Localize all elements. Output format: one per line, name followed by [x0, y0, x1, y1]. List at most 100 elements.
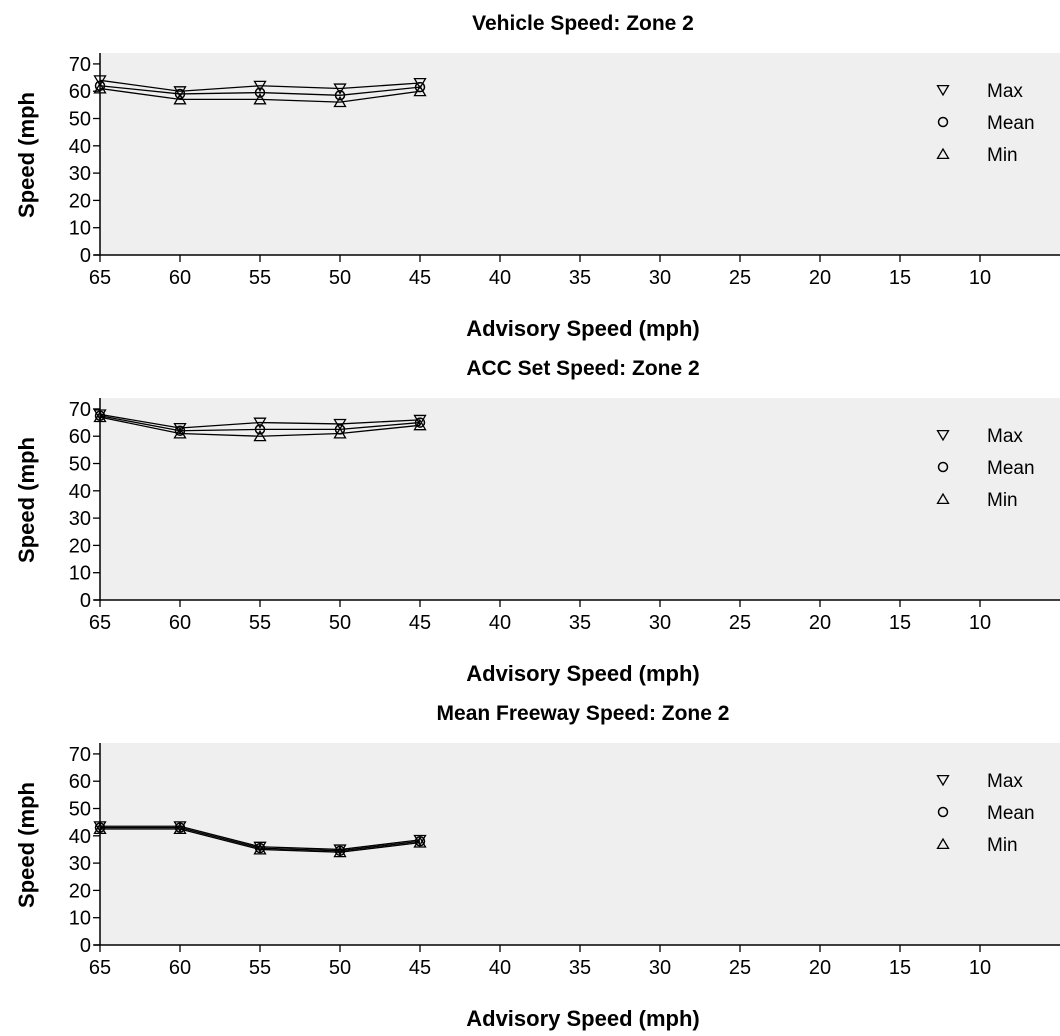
x-tick-label: 65 — [89, 267, 111, 289]
x-tick-label: 55 — [249, 267, 271, 289]
plot-area — [100, 53, 1060, 255]
y-tick-label: 0 — [80, 935, 91, 957]
chart-svg-2: Mean Freeway Speed: Zone 2 0 10 20 30 40 50 60 7… — [14, 702, 1060, 1031]
x-tick-label: 60 — [169, 957, 191, 979]
y-tick-label: 20 — [69, 880, 91, 902]
legend-marker-triangle-down — [936, 774, 950, 787]
data-point — [93, 409, 107, 421]
data-point — [93, 822, 107, 835]
legend-label: Max — [987, 426, 1023, 447]
y-tick-label: 50 — [69, 454, 91, 476]
x-tick-label: 15 — [889, 612, 911, 634]
data-point — [173, 422, 187, 435]
legend-marker-triangle-down — [936, 429, 950, 442]
series-min — [93, 822, 427, 858]
legend-marker-circle — [937, 806, 949, 818]
x-tick-label: 45 — [409, 612, 431, 634]
y-axis-label: Speed (mph — [14, 782, 39, 908]
data-point — [333, 83, 347, 95]
series-line — [100, 828, 421, 853]
y-tick-label: 0 — [80, 245, 91, 267]
chart-title: Mean Freeway Speed: Zone 2 — [437, 702, 730, 725]
legend-label: Min — [987, 145, 1018, 166]
x-tick-label: 35 — [569, 267, 591, 289]
x-tick-label: 35 — [569, 957, 591, 979]
x-tick-label: 30 — [649, 957, 671, 979]
chart-title: ACC Set Speed: Zone 2 — [466, 357, 699, 380]
legend: Max Mean Min — [936, 426, 1035, 511]
x-tick-label: 50 — [329, 957, 351, 979]
data-point — [253, 80, 267, 92]
y-tick-label: 50 — [69, 109, 91, 131]
legend-label: Min — [987, 835, 1018, 856]
y-tick-label: 30 — [69, 508, 91, 530]
x-tick-label: 30 — [649, 267, 671, 289]
chart-vehicle-speed: Vehicle Speed: Zone 2 0 10 20 30 40 50 60 70 65 60… — [0, 0, 1060, 345]
data-point — [253, 429, 267, 442]
legend-label: Min — [987, 490, 1018, 511]
legend-label: Mean — [987, 803, 1035, 824]
data-point — [413, 836, 427, 848]
legend-label: Max — [987, 771, 1023, 792]
x-tick-label: 15 — [889, 267, 911, 289]
x-axis-label: Advisory Speed (mph) — [466, 1006, 699, 1031]
y-tick-label: 70 — [69, 54, 91, 76]
x-tick-label: 10 — [969, 267, 991, 289]
y-tick-label: 50 — [69, 799, 91, 821]
data-point — [333, 427, 347, 439]
plot-area — [100, 398, 1060, 600]
series-line — [99, 416, 421, 437]
x-tick-label: 65 — [89, 957, 111, 979]
chart-svg-0: Vehicle Speed: Zone 2 0 10 20 30 40 50 60 70 65 60… — [14, 12, 1060, 341]
data-point — [333, 95, 347, 108]
x-tick-label: 40 — [489, 957, 511, 979]
x-tick-label: 20 — [809, 957, 831, 979]
y-tick-label: 70 — [69, 744, 91, 766]
data-point — [413, 419, 427, 431]
y-tick-label: 70 — [69, 399, 91, 421]
legend-marker-circle — [937, 461, 949, 473]
legend-marker-triangle-up — [936, 492, 950, 505]
y-axis-label: Speed (mph — [14, 92, 39, 218]
x-tick-label: 55 — [249, 957, 271, 979]
series-max — [93, 821, 427, 856]
y-tick-label: 30 — [69, 853, 91, 875]
x-tick-label: 60 — [169, 612, 191, 634]
x-tick-label: 40 — [489, 612, 511, 634]
y-tick-label: 30 — [69, 163, 91, 185]
x-tick-label: 45 — [409, 957, 431, 979]
data-point — [333, 418, 347, 431]
y-tick-label: 40 — [69, 136, 91, 158]
data-point — [174, 425, 186, 437]
data-point — [174, 88, 186, 100]
y-tick-label: 20 — [69, 535, 91, 557]
legend-marker-triangle-up — [936, 837, 950, 850]
data-point — [254, 87, 266, 98]
series-line — [99, 87, 421, 103]
x-axis-label: Advisory Speed (mph) — [466, 316, 699, 341]
data-point — [93, 410, 107, 423]
chart-acc-set-speed: ACC Set Speed: Zone 2 0 10 20 30 40 50 60 70 65 60… — [0, 345, 1060, 690]
chart-mean-freeway-speed: Mean Freeway Speed: Zone 2 0 10 20 30 40 50 60 7… — [0, 690, 1060, 1035]
x-tick-label: 35 — [569, 612, 591, 634]
data-point — [93, 821, 107, 833]
x-tick-label: 30 — [649, 612, 671, 634]
chart-title: Vehicle Speed: Zone 2 — [472, 12, 694, 35]
data-point — [253, 93, 267, 105]
y-tick-label: 0 — [80, 590, 91, 612]
x-tick-label: 50 — [329, 267, 351, 289]
x-tick-label: 25 — [729, 957, 751, 979]
data-point — [93, 75, 107, 87]
chart-svg-1: ACC Set Speed: Zone 2 0 10 20 30 40 50 60 70 65 60… — [14, 357, 1060, 686]
series-line — [99, 415, 421, 432]
x-tick-label: 50 — [329, 612, 351, 634]
data-point — [253, 417, 267, 429]
series-line — [99, 79, 421, 92]
x-tick-label: 65 — [89, 612, 111, 634]
y-axis-label: Speed (mph — [14, 437, 39, 563]
y-tick-label: 60 — [69, 81, 91, 103]
y-tick-label: 20 — [69, 190, 91, 212]
series-line — [100, 825, 421, 851]
data-point — [173, 93, 187, 105]
series-min — [93, 410, 427, 442]
